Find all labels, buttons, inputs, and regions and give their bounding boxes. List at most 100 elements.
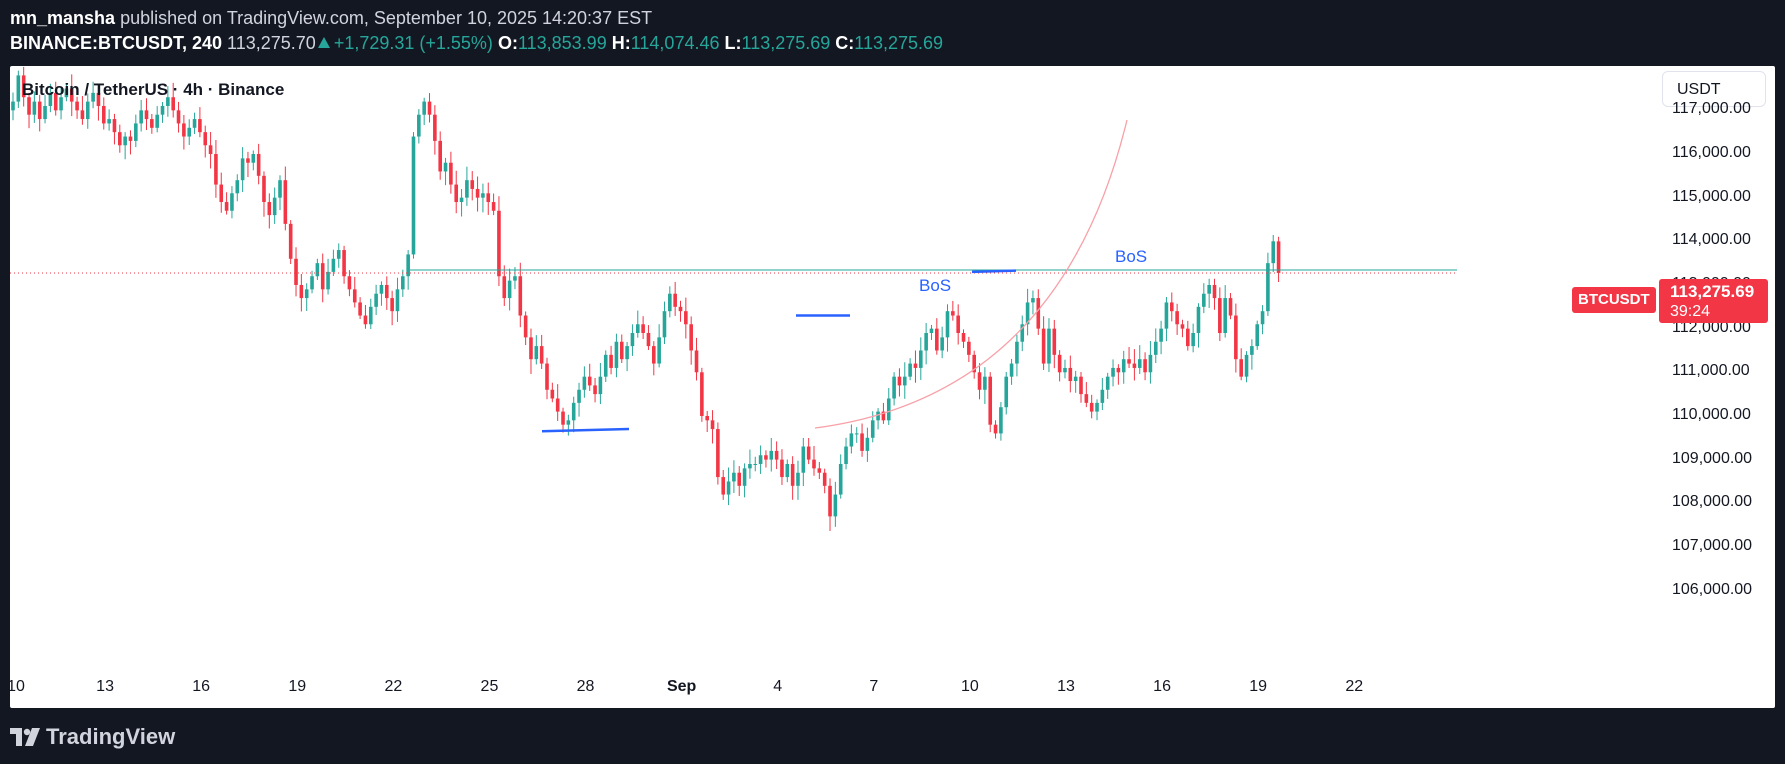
candle-body [406,254,410,277]
candle-body [278,180,282,198]
y-axis-tick: 109,000.00 [1672,449,1753,467]
candle-body [854,433,859,435]
candle-body [411,136,416,255]
x-axis-tick: 22 [1345,678,1364,695]
candle-body [902,376,907,386]
candle-body [1180,324,1185,329]
candle-body [967,341,971,355]
published-text: published on TradingView.com, September … [120,8,653,28]
candle-body [80,110,85,120]
author-name[interactable]: mn_mansha [10,8,116,28]
candle-body [59,97,63,111]
bos-label-1[interactable]: BoS [919,276,952,295]
y-axis-tick: 110,000.00 [1672,405,1751,423]
candle-body [748,463,752,469]
candle-body [363,315,368,325]
candle-body [1153,341,1158,355]
candle-body [812,459,816,469]
candle-body [1084,394,1089,403]
candle-body [507,280,512,299]
candle-body [331,258,336,272]
candle-body [769,450,774,460]
candle-body [326,271,330,290]
candle-body [454,184,459,203]
candle-body [951,311,955,316]
currency-button[interactable]: USDT [1662,71,1766,107]
candle-body [619,341,624,360]
x-axis-tick: 19 [1249,678,1268,695]
candle-body [1121,359,1126,373]
candle-body [716,429,720,478]
candle-body [438,140,442,172]
candle-body [518,276,523,316]
candle-body [988,376,993,425]
candle-body [304,289,309,299]
last-price: 113,275.70 [227,33,316,53]
candle-body [956,315,960,334]
candle-body [700,372,704,416]
candle-body [561,411,565,425]
candle-body [1239,359,1243,377]
candle-body [85,101,90,120]
candle-body [614,341,619,368]
candle-body [336,250,341,259]
chart-panel[interactable]: Bitcoin / TetherUS · 4h · Binance USDT 1… [10,66,1775,708]
candle-body [342,250,346,277]
ohlc-legend: BINANCE:BTCUSDT, 240 113,275.70 +1,729.31… [10,33,943,54]
candle-body [101,105,106,124]
candle-body [1255,324,1260,347]
y-axis-tick: 114,000.00 [1672,231,1751,249]
candle-body [294,258,298,285]
x-axis-tick: Sep [666,678,697,695]
candle-body [993,424,998,434]
candle-body [1191,333,1195,347]
candle-body [587,376,592,386]
candle-body [710,420,715,430]
candle-body [315,263,320,277]
candle-body [401,276,405,290]
candle-body [433,114,437,141]
candle-body [550,389,555,399]
x-axis-tick: 7 [869,678,879,695]
x-axis-tick: 22 [384,678,403,695]
candle-body [919,350,923,368]
candle-body [459,197,464,203]
candle-body [828,485,832,517]
candle-body [924,333,928,351]
x-axis-tick: 16 [192,678,211,695]
candle-body [118,132,122,146]
candle-body [1186,328,1190,347]
candle-body [320,263,325,290]
candle-body [427,101,432,115]
candle-body [1015,341,1019,364]
publish-info: mn_mansha published on TradingView.com, … [10,8,652,29]
candle-body [774,450,779,460]
bos-label-2[interactable]: BoS [1115,247,1148,266]
candle-body [529,337,533,360]
candle-body [107,119,111,124]
candle-body [267,202,272,216]
price-change: +1,729.31 (+1.55%) [333,33,493,53]
price-chart[interactable] [10,66,1775,708]
candle-body [272,197,277,216]
candle-body [214,154,218,185]
candle-body [16,75,21,102]
candle-body [870,420,875,438]
close-label: C: [835,33,855,53]
candle-body [1111,367,1115,377]
candle-body [96,92,101,106]
candle-body [1196,306,1201,334]
candle-body [1100,389,1105,403]
x-axis-tick: 13 [1057,678,1075,695]
candle-body [582,376,587,390]
y-axis-tick: 107,000.00 [1672,536,1753,554]
candle-body [203,132,208,146]
candle-body [566,420,571,425]
candle-body [11,101,15,111]
candle-body [390,298,394,312]
open-value: 113,853.99 [517,33,607,53]
candle-body [486,193,491,203]
candle-body [240,158,245,181]
candle-body [897,376,902,386]
candle-body [1175,311,1179,325]
